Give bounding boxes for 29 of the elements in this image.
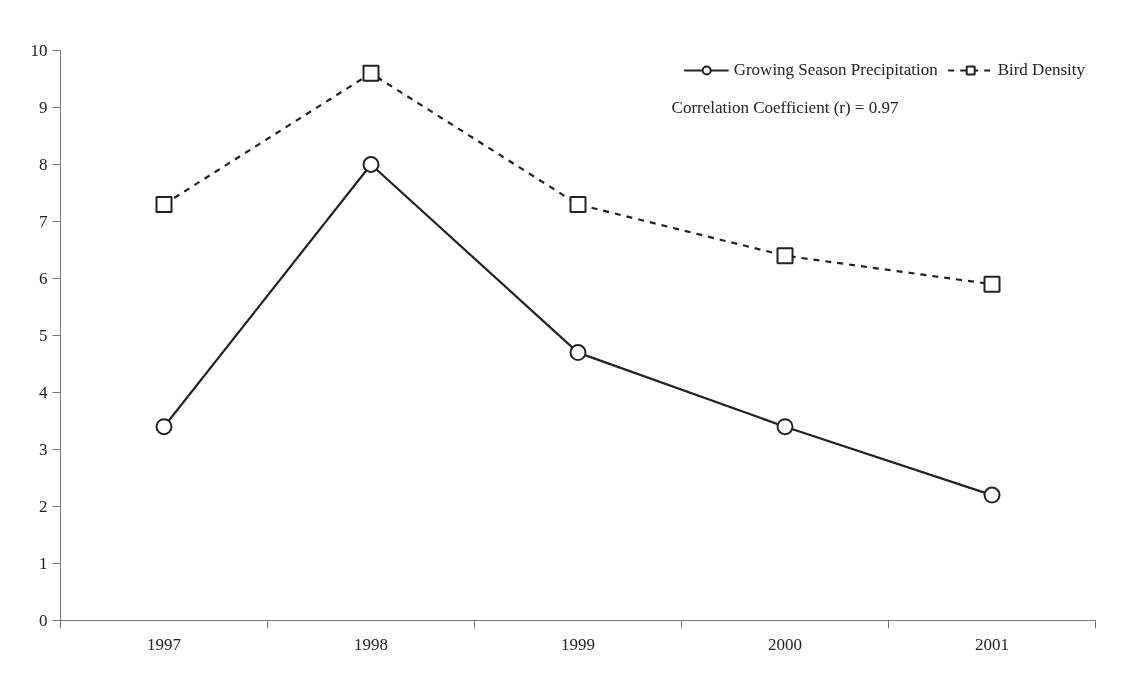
point (569, 344, 587, 362)
y-tick-label: 10 (30, 41, 48, 60)
legend-label: Bird Density (997, 60, 1085, 80)
point (776, 418, 794, 436)
point (155, 195, 173, 213)
point (155, 418, 173, 436)
x-tick-label: 1998 (354, 634, 388, 654)
legend-label: Growing Season Precipitation (733, 60, 938, 80)
point (362, 156, 380, 173)
y-tick-label: 5 (39, 326, 48, 345)
x-tick-label: 1999 (561, 634, 595, 654)
y-tick-label: 8 (39, 155, 48, 174)
point (776, 247, 794, 265)
y-tick-label: 6 (39, 269, 48, 288)
y-tick-label: 0 (39, 611, 48, 630)
point (983, 275, 1001, 293)
point (983, 486, 1001, 504)
point (362, 64, 380, 82)
y-tick-label: 3 (39, 440, 48, 459)
annotation: Correlation Coefficient (r) = 0.97 (671, 98, 899, 117)
y-tick-label: 7 (39, 212, 48, 231)
y-tick-label: 1 (39, 554, 48, 573)
point (569, 195, 587, 213)
y-tick-label: 2 (39, 497, 48, 516)
y-tick-label: 4 (39, 383, 48, 402)
x-tick-label: 1997 (147, 634, 182, 654)
y-tick-label: 9 (39, 98, 48, 117)
x-tick-label: 2000 (768, 634, 802, 654)
x-tick-label: 2001 (975, 634, 1009, 654)
